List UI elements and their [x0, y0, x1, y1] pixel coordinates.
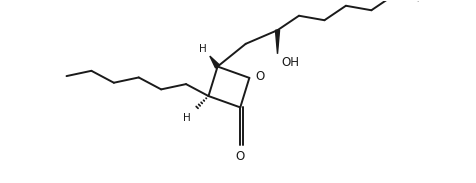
Text: O: O [255, 70, 265, 83]
Polygon shape [210, 56, 219, 68]
Text: O: O [236, 150, 245, 163]
Text: OH: OH [281, 56, 299, 69]
Polygon shape [276, 30, 279, 54]
Text: H: H [183, 113, 191, 123]
Text: H: H [199, 44, 207, 54]
